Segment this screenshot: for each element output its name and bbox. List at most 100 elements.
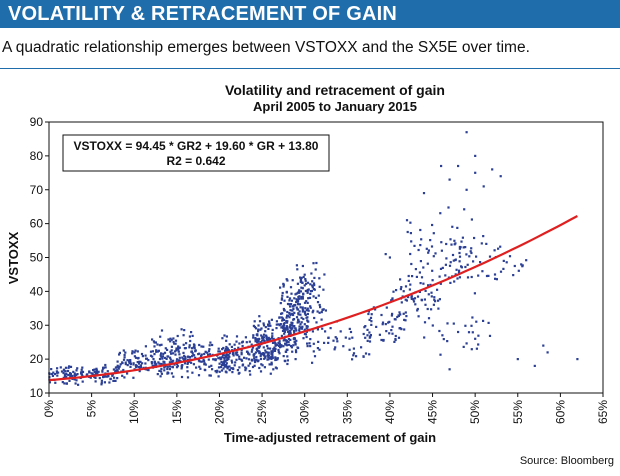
data-point	[81, 366, 84, 369]
data-point	[431, 324, 434, 327]
data-point	[304, 289, 307, 293]
data-point	[68, 379, 71, 382]
data-point	[463, 208, 466, 211]
data-point	[292, 307, 295, 310]
data-point	[235, 353, 238, 356]
data-point	[174, 339, 178, 342]
data-point	[261, 337, 265, 340]
data-point	[264, 349, 267, 352]
data-point	[431, 279, 434, 282]
x-tick-label: 5%	[85, 400, 99, 418]
data-point	[304, 278, 307, 281]
data-point	[100, 381, 103, 384]
data-point	[160, 362, 163, 366]
data-point	[129, 365, 132, 368]
data-point	[312, 282, 316, 285]
x-tick-label: 60%	[553, 400, 567, 424]
data-point	[256, 349, 259, 352]
data-point	[291, 312, 294, 315]
data-point	[160, 355, 163, 358]
data-point	[200, 353, 203, 356]
data-point	[271, 332, 274, 335]
data-point	[218, 370, 221, 373]
source-note: Source: Bloomberg	[519, 455, 614, 467]
x-tick-label: 25%	[255, 400, 269, 424]
data-point	[139, 364, 142, 367]
data-point	[385, 306, 388, 309]
data-point	[420, 276, 424, 279]
data-point	[493, 273, 497, 276]
data-point	[254, 351, 257, 354]
data-point	[493, 249, 496, 252]
data-point	[425, 247, 428, 250]
data-point	[327, 341, 330, 344]
data-point	[446, 340, 449, 343]
data-point	[133, 355, 136, 358]
data-point	[234, 361, 237, 364]
data-point	[315, 321, 318, 324]
data-point	[409, 221, 412, 224]
data-point	[369, 335, 372, 338]
data-point	[285, 344, 288, 347]
data-point	[399, 288, 402, 291]
data-point	[97, 370, 100, 373]
data-point	[252, 324, 255, 327]
data-point	[298, 289, 301, 292]
data-point	[163, 366, 166, 369]
data-point	[171, 366, 174, 369]
data-point	[140, 352, 144, 356]
data-point	[497, 247, 500, 250]
data-point	[167, 338, 170, 341]
data-point	[81, 380, 84, 383]
data-point	[388, 320, 391, 323]
data-point	[470, 251, 473, 255]
data-point	[207, 358, 210, 361]
data-point	[113, 376, 116, 379]
data-point	[291, 327, 294, 330]
data-point	[302, 337, 305, 340]
data-point	[426, 307, 429, 311]
data-point	[264, 355, 267, 358]
data-point	[252, 354, 255, 357]
data-point	[274, 366, 277, 369]
data-point	[301, 287, 304, 290]
data-point	[487, 274, 490, 277]
data-point	[404, 298, 407, 301]
data-point	[190, 361, 193, 364]
data-point	[288, 332, 291, 335]
data-point	[114, 366, 117, 369]
data-point	[275, 323, 278, 326]
data-point	[181, 364, 184, 367]
data-point	[298, 291, 301, 294]
data-point	[394, 338, 397, 341]
data-point	[208, 365, 211, 368]
data-point	[250, 359, 253, 362]
data-point	[470, 275, 473, 279]
data-point	[288, 325, 292, 328]
data-point	[458, 269, 461, 272]
data-point	[284, 327, 287, 330]
equation-box	[62, 134, 330, 172]
data-point	[208, 353, 211, 356]
data-point	[297, 319, 300, 322]
data-point	[303, 312, 307, 315]
data-point	[271, 341, 275, 344]
data-point	[160, 367, 163, 370]
data-point	[133, 351, 136, 354]
data-point	[243, 356, 246, 359]
data-point	[175, 358, 179, 361]
data-point	[261, 364, 264, 367]
data-point	[101, 369, 104, 372]
data-point	[292, 318, 295, 321]
data-point	[415, 275, 418, 278]
data-point	[123, 353, 126, 357]
data-point	[73, 378, 76, 381]
data-point	[282, 285, 285, 288]
data-point	[253, 359, 256, 362]
data-point	[470, 218, 473, 221]
data-point	[274, 358, 277, 362]
data-point	[226, 367, 229, 370]
data-point	[285, 325, 288, 328]
data-point	[282, 345, 285, 348]
data-point	[151, 364, 154, 367]
